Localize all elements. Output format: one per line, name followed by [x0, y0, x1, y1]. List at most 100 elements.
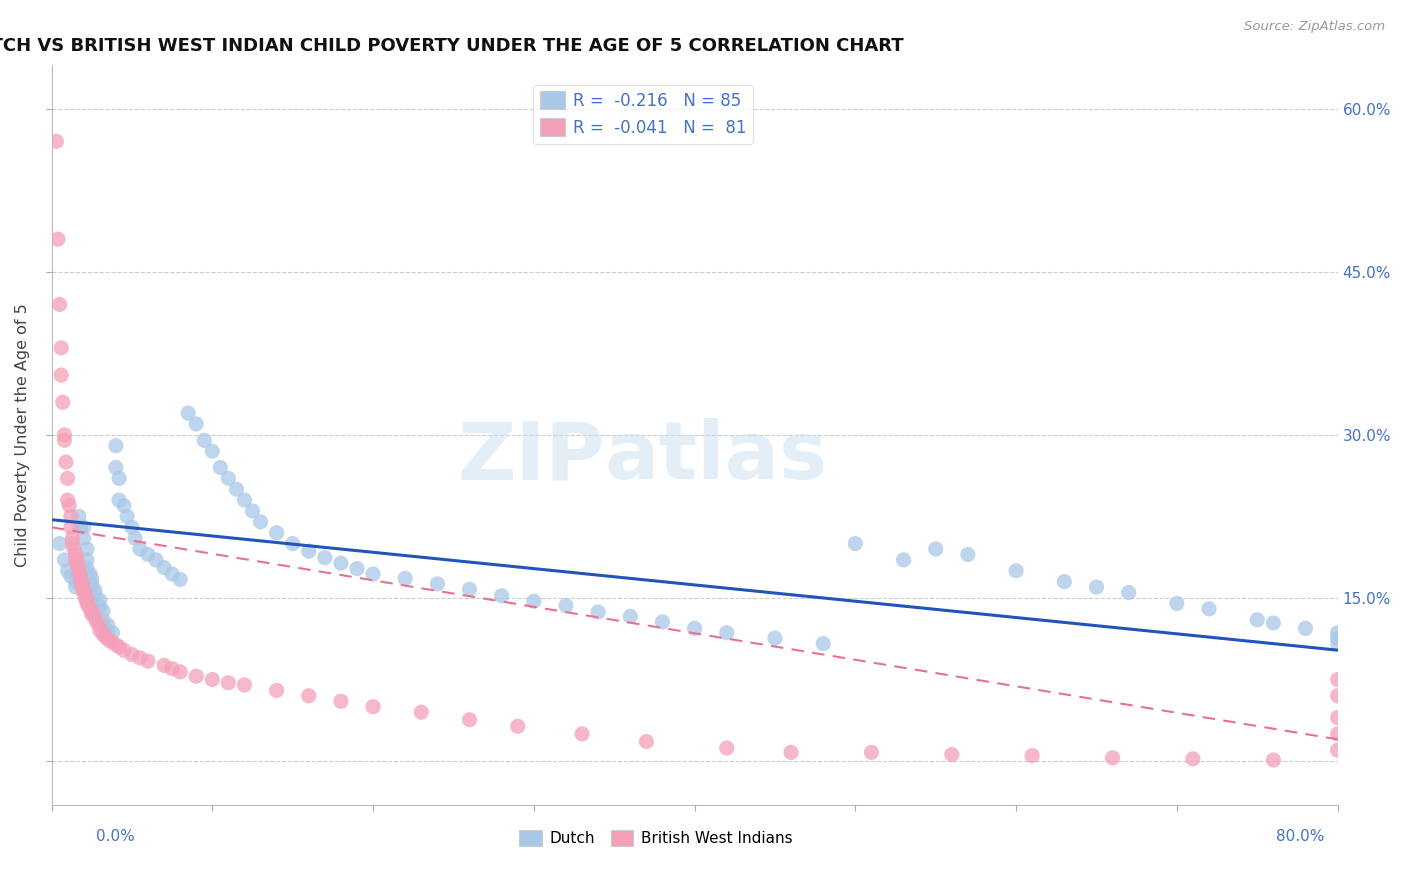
Point — [1326, 673, 1348, 687]
Point — [53, 434, 76, 448]
Point — [73, 520, 96, 534]
Point — [100, 634, 122, 648]
Point — [1326, 710, 1348, 724]
Point — [62, 531, 84, 545]
Point — [298, 689, 321, 703]
Point — [249, 515, 271, 529]
Point — [314, 550, 336, 565]
Point — [97, 624, 120, 638]
Point — [160, 567, 183, 582]
Point — [84, 589, 107, 603]
Point — [76, 542, 98, 557]
Legend: R =  -0.216   N = 85, R =  -0.041   N =  81: R = -0.216 N = 85, R = -0.041 N = 81 — [533, 85, 754, 144]
Point — [169, 573, 191, 587]
Point — [129, 650, 152, 665]
Point — [1263, 753, 1285, 767]
Point — [76, 560, 98, 574]
Point — [67, 560, 90, 574]
Point — [1005, 564, 1028, 578]
Point — [716, 741, 738, 756]
Point — [266, 525, 288, 540]
Point — [70, 577, 93, 591]
Point — [63, 542, 86, 557]
Point — [1198, 602, 1220, 616]
Point — [80, 604, 103, 618]
Text: ZIP: ZIP — [457, 418, 605, 496]
Point — [75, 588, 97, 602]
Point — [56, 493, 79, 508]
Point — [1181, 752, 1204, 766]
Point — [683, 621, 706, 635]
Point — [76, 596, 98, 610]
Point — [115, 509, 138, 524]
Point — [956, 548, 979, 562]
Point — [69, 520, 91, 534]
Point — [84, 610, 107, 624]
Point — [97, 618, 120, 632]
Point — [86, 615, 108, 629]
Point — [242, 504, 264, 518]
Point — [860, 745, 883, 759]
Point — [281, 536, 304, 550]
Point — [1326, 637, 1348, 651]
Point — [55, 455, 77, 469]
Point — [104, 638, 127, 652]
Point — [52, 395, 75, 409]
Point — [458, 582, 481, 597]
Point — [636, 734, 658, 748]
Point — [73, 585, 96, 599]
Text: 0.0%: 0.0% — [96, 830, 135, 844]
Point — [491, 589, 513, 603]
Point — [346, 561, 368, 575]
Point — [121, 520, 143, 534]
Point — [121, 648, 143, 662]
Text: Source: ZipAtlas.com: Source: ZipAtlas.com — [1244, 20, 1385, 33]
Point — [66, 553, 89, 567]
Point — [193, 434, 215, 448]
Point — [1263, 615, 1285, 630]
Point — [394, 571, 416, 585]
Point — [177, 406, 200, 420]
Point — [225, 482, 247, 496]
Point — [56, 471, 79, 485]
Point — [97, 632, 120, 647]
Point — [48, 536, 70, 550]
Point — [426, 577, 449, 591]
Point — [46, 232, 69, 246]
Point — [89, 593, 111, 607]
Point — [84, 583, 107, 598]
Point — [76, 593, 98, 607]
Point — [65, 574, 87, 589]
Point — [108, 640, 131, 654]
Point — [80, 607, 103, 622]
Point — [1053, 574, 1076, 589]
Point — [80, 578, 103, 592]
Text: atlas: atlas — [605, 418, 828, 496]
Point — [893, 553, 915, 567]
Point — [1326, 743, 1348, 757]
Point — [361, 567, 384, 582]
Point — [811, 637, 834, 651]
Point — [69, 571, 91, 585]
Point — [217, 471, 239, 485]
Point — [59, 569, 82, 583]
Point — [780, 745, 803, 759]
Point — [79, 567, 101, 582]
Point — [523, 594, 546, 608]
Point — [89, 599, 111, 614]
Point — [56, 564, 79, 578]
Point — [65, 553, 87, 567]
Point — [169, 665, 191, 679]
Point — [101, 625, 124, 640]
Point — [45, 134, 67, 148]
Point — [266, 683, 288, 698]
Point — [48, 297, 70, 311]
Point — [108, 471, 131, 485]
Point — [1326, 727, 1348, 741]
Point — [89, 624, 111, 638]
Point — [91, 604, 114, 618]
Point — [124, 531, 146, 545]
Point — [91, 613, 114, 627]
Point — [361, 699, 384, 714]
Point — [298, 544, 321, 558]
